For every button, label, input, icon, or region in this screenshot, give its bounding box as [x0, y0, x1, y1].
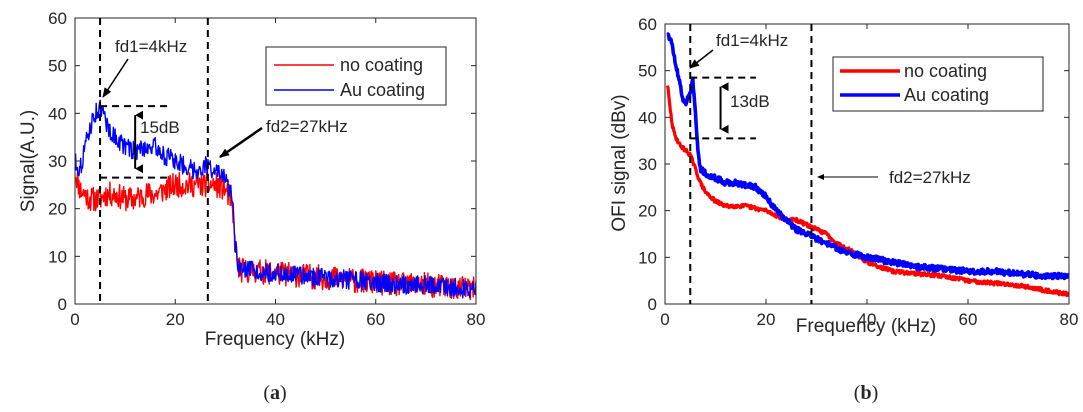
x-tick-label: 0	[70, 310, 79, 329]
panel-b: 0 20 40 60 80 0 10 20 30 40 50 60 13dB fd1=4kHz fd2…	[609, 15, 1078, 404]
panel-a-annotations: 15dB fd1=4kHz fd2=27kHz	[99, 18, 348, 304]
x-tick-label: 40	[266, 310, 285, 329]
x-tick-label: 0	[660, 310, 669, 329]
series-line-no-coating	[665, 85, 1069, 298]
panel-b-fd1-arrow	[689, 49, 714, 69]
panel-a-legend-label-2: Au coating	[340, 80, 425, 100]
y-tick-label: 60	[48, 9, 67, 28]
panel-b-legend: no coating Au coating	[832, 56, 1044, 112]
panel-a-xlabel: Frequency (kHz)	[205, 329, 345, 350]
x-tick-label: 80	[1060, 310, 1079, 329]
y-tick-label: 10	[638, 248, 657, 267]
y-tick-label: 20	[638, 202, 657, 221]
x-tick-label: 60	[366, 310, 385, 329]
panel-a-legend-label-1: no coating	[340, 55, 423, 75]
panel-b-xlabel: Frequency (kHz)	[796, 316, 936, 337]
x-tick-label: 20	[166, 310, 185, 329]
y-tick-label: 0	[648, 295, 657, 314]
panel-b-ylabel: OFI signal (dBv)	[609, 94, 630, 231]
panel-b-annotations: 13dB fd1=4kHz fd2=27kHz	[689, 24, 971, 304]
panel-a-sublabel: (a)	[263, 382, 286, 404]
x-tick-label: 20	[757, 310, 776, 329]
panel-b-diff-label: 13dB	[730, 92, 770, 111]
y-tick-label: 40	[48, 104, 67, 123]
panel-b-sublabel: (b)	[854, 382, 878, 404]
panel-a-legend-box	[265, 46, 447, 106]
panel-b-series	[665, 32, 1069, 298]
panel-b-fd2-label: fd2=27kHz	[889, 168, 971, 187]
y-tick-label: 30	[638, 155, 657, 174]
x-tick-label: 40	[858, 310, 877, 329]
x-tick-label: 60	[959, 310, 978, 329]
y-tick-label: 50	[48, 57, 67, 76]
panel-b-legend-label-2: Au coating	[904, 85, 989, 105]
panel-a-legend: no coating Au coating	[265, 46, 447, 106]
series-line-au-coating	[666, 32, 1069, 281]
panel-a-fd1-arrow	[102, 58, 129, 98]
panel-b-legend-label-1: no coating	[904, 61, 987, 81]
y-tick-label: 40	[638, 108, 657, 127]
panel-a-fd1-label: fd1=4kHz	[115, 37, 187, 56]
y-tick-label: 0	[58, 295, 67, 314]
panel-a-fd2-arrow	[219, 126, 263, 159]
panel-b-legend-box	[832, 56, 1044, 112]
panel-a-diff-label: 15dB	[140, 118, 180, 137]
panel-a-fd2-label: fd2=27kHz	[266, 117, 348, 136]
panel-b-ticks: 0 20 40 60 80 0 10 20 30 40 50 60	[638, 15, 1078, 329]
panel-b-fd1-label: fd1=4kHz	[716, 31, 788, 50]
y-tick-label: 10	[48, 247, 67, 266]
y-tick-label: 30	[48, 152, 67, 171]
y-tick-label: 50	[638, 62, 657, 81]
x-tick-label: 80	[467, 310, 486, 329]
panel-a: 0 20 40 60 80 0 10 20 30 40 50 60 15dB fd1=4kHz fd2…	[18, 9, 485, 404]
y-tick-label: 20	[48, 200, 67, 219]
panel-a-ylabel: Signal(A.U.)	[18, 110, 39, 212]
panel-a-ticks: 0 20 40 60 80 0 10 20 30 40 50 60	[48, 9, 485, 329]
y-tick-label: 60	[638, 15, 657, 34]
